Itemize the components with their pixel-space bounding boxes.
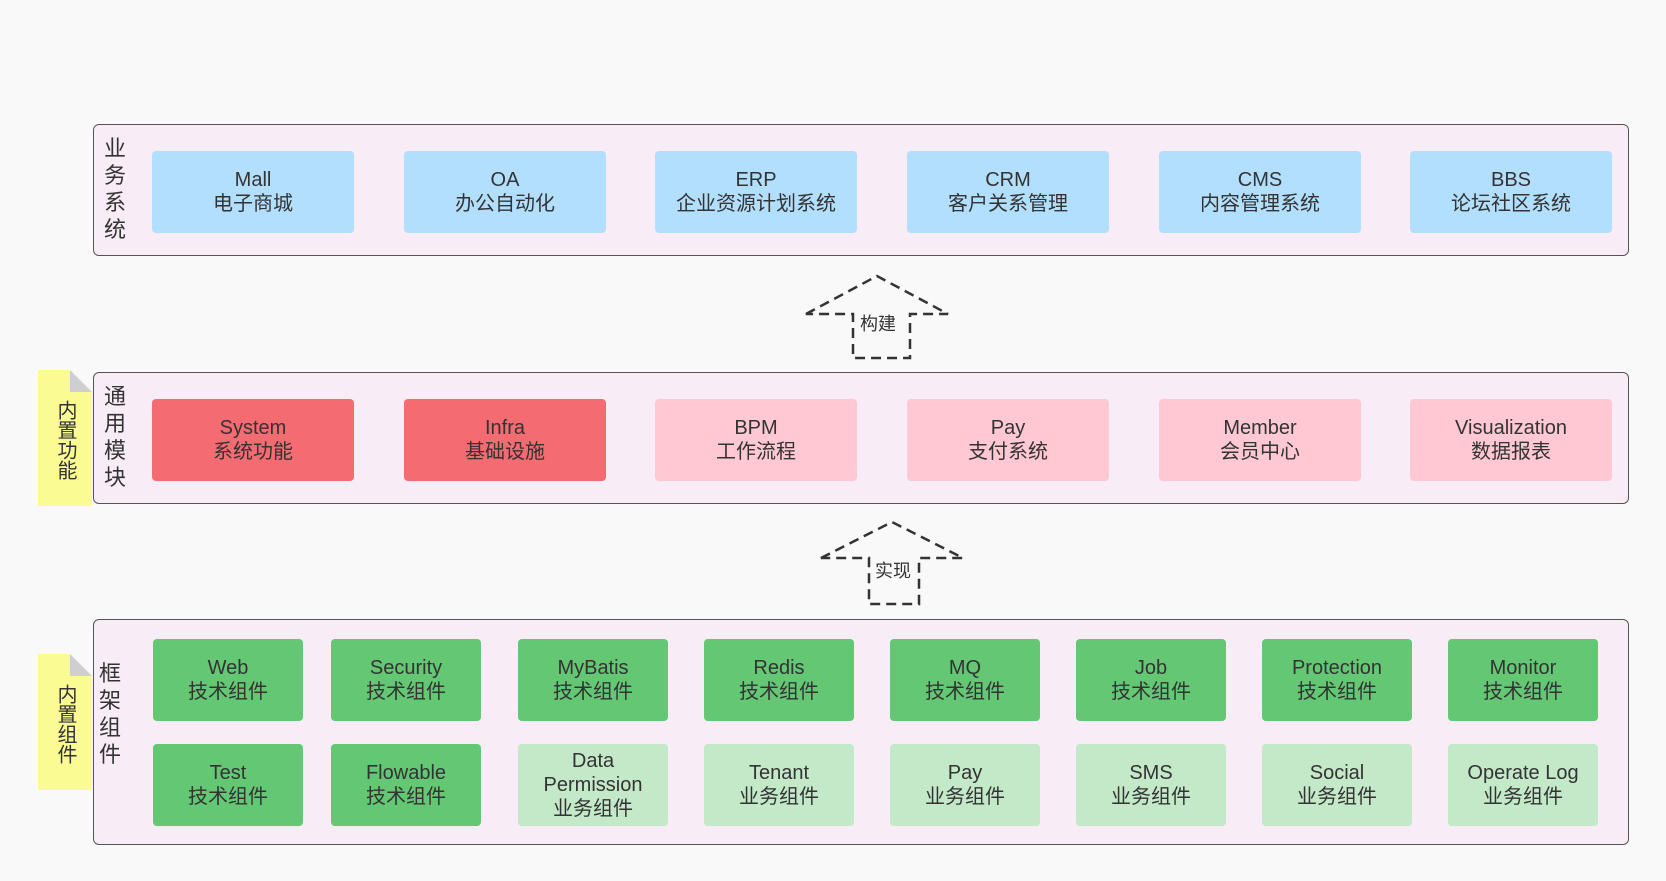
component-box-flowable: Flowable 技术组件 [331, 744, 481, 826]
business-box-oa: OA 办公自动化 [404, 151, 606, 233]
module-box-infra: Infra 基础设施 [404, 399, 606, 481]
box-en-label: MQ [948, 657, 982, 679]
box-en-label: Flowable [365, 762, 447, 784]
component-box-pay: Pay 业务组件 [890, 744, 1040, 826]
component-box-social: Social 业务组件 [1262, 744, 1412, 826]
component-box-redis: Redis 技术组件 [704, 639, 854, 721]
box-zh-label: 业务组件 [739, 786, 819, 808]
build-arrow-icon [805, 274, 949, 360]
box-zh-label: 技术组件 [188, 681, 268, 703]
box-zh-label: 数据报表 [1471, 441, 1551, 463]
modules-layer-title: 通用模块 [103, 384, 126, 490]
box-zh-label: 技术组件 [739, 681, 819, 703]
box-zh-label: 客户关系管理 [948, 193, 1068, 215]
box-en-label: Member [1223, 417, 1297, 439]
component-box-mq: MQ 技术组件 [890, 639, 1040, 721]
box-en-label: Mall [234, 169, 272, 191]
implement-arrow-icon [820, 520, 964, 606]
framework-layer-title: 框架组件 [98, 661, 121, 767]
business-layer-title: 业务系统 [103, 136, 126, 242]
component-box-operate-log: Operate Log 业务组件 [1448, 744, 1598, 826]
business-box-bbs: BBS 论坛社区系统 [1410, 151, 1612, 233]
note-text: 内置组件 [54, 684, 76, 764]
box-zh-label: 支付系统 [968, 441, 1048, 463]
box-zh-label: 业务组件 [1483, 786, 1563, 808]
box-en-label: Social [1309, 762, 1365, 784]
business-box-cms: CMS 内容管理系统 [1159, 151, 1361, 233]
box-en-label: Operate Log [1467, 762, 1579, 784]
box-en-label: ERP [735, 169, 777, 191]
component-box-monitor: Monitor 技术组件 [1448, 639, 1598, 721]
business-layer: 业务系统 Mall 电子商城 OA 办公自动化 ERP 企业资源计划系统 CRM… [93, 124, 1629, 256]
business-box-mall: Mall 电子商城 [152, 151, 354, 233]
box-en-label: Monitor [1489, 657, 1557, 679]
box-zh-label: 技术组件 [188, 786, 268, 808]
modules-layer: 通用模块 System 系统功能 Infra 基础设施 BPM 工作流程 Pay… [93, 372, 1629, 504]
box-en-label: SMS [1129, 762, 1173, 784]
box-zh-label: 业务组件 [553, 798, 633, 820]
component-box-data-permission: Data Permission 业务组件 [518, 744, 668, 826]
box-zh-label: 技术组件 [925, 681, 1005, 703]
box-en-label: Security [369, 657, 443, 679]
box-en-label: Pay [990, 417, 1026, 439]
box-en-label: Tenant [748, 762, 810, 784]
box-en-label: BPM [734, 417, 778, 439]
box-en-label: System [219, 417, 287, 439]
module-box-pay: Pay 支付系统 [907, 399, 1109, 481]
box-en-label: BBS [1490, 169, 1532, 191]
component-box-protection: Protection 技术组件 [1262, 639, 1412, 721]
box-en-label: Web [207, 657, 249, 679]
framework-layer: 框架组件 Web 技术组件 Security 技术组件 MyBatis 技术组件… [93, 619, 1629, 845]
box-zh-label: 企业资源计划系统 [676, 193, 836, 215]
box-en-label: CMS [1237, 169, 1283, 191]
box-en-label: Pay [947, 762, 983, 784]
box-zh-label: 技术组件 [366, 681, 446, 703]
component-box-web: Web 技术组件 [153, 639, 303, 721]
module-box-bpm: BPM 工作流程 [655, 399, 857, 481]
build-arrow-label: 构建 [860, 314, 896, 334]
note-text: 内置功能 [54, 400, 76, 480]
component-box-mybatis: MyBatis 技术组件 [518, 639, 668, 721]
box-en-label: Data Permission [543, 750, 643, 796]
box-en-label: Job [1134, 657, 1168, 679]
box-en-label: MyBatis [557, 657, 629, 679]
box-zh-label: 论坛社区系统 [1451, 193, 1571, 215]
module-box-member: Member 会员中心 [1159, 399, 1361, 481]
box-en-label: OA [490, 169, 520, 191]
box-zh-label: 基础设施 [465, 441, 545, 463]
box-en-label: Redis [753, 657, 805, 679]
builtin-features-note: 内置功能 [38, 370, 92, 506]
box-zh-label: 业务组件 [925, 786, 1005, 808]
implement-arrow-label: 实现 [875, 561, 911, 581]
box-zh-label: 技术组件 [1297, 681, 1377, 703]
box-en-label: Visualization [1455, 417, 1567, 439]
box-zh-label: 会员中心 [1220, 441, 1300, 463]
box-en-label: Infra [484, 417, 526, 439]
module-box-visualization: Visualization 数据报表 [1410, 399, 1612, 481]
box-zh-label: 系统功能 [213, 441, 293, 463]
component-box-job: Job 技术组件 [1076, 639, 1226, 721]
box-zh-label: 内容管理系统 [1200, 193, 1320, 215]
builtin-components-note: 内置组件 [38, 654, 92, 790]
business-box-erp: ERP 企业资源计划系统 [655, 151, 857, 233]
box-zh-label: 技术组件 [1111, 681, 1191, 703]
box-zh-label: 办公自动化 [455, 193, 555, 215]
component-box-sms: SMS 业务组件 [1076, 744, 1226, 826]
box-zh-label: 技术组件 [1483, 681, 1563, 703]
box-zh-label: 技术组件 [366, 786, 446, 808]
module-box-system: System 系统功能 [152, 399, 354, 481]
box-zh-label: 业务组件 [1111, 786, 1191, 808]
box-zh-label: 业务组件 [1297, 786, 1377, 808]
box-en-label: Protection [1291, 657, 1383, 679]
box-zh-label: 工作流程 [716, 441, 796, 463]
box-zh-label: 技术组件 [553, 681, 633, 703]
component-box-test: Test 技术组件 [153, 744, 303, 826]
component-box-tenant: Tenant 业务组件 [704, 744, 854, 826]
box-en-label: Test [209, 762, 247, 784]
business-box-crm: CRM 客户关系管理 [907, 151, 1109, 233]
component-box-security: Security 技术组件 [331, 639, 481, 721]
box-zh-label: 电子商城 [213, 193, 293, 215]
box-en-label: CRM [985, 169, 1031, 191]
